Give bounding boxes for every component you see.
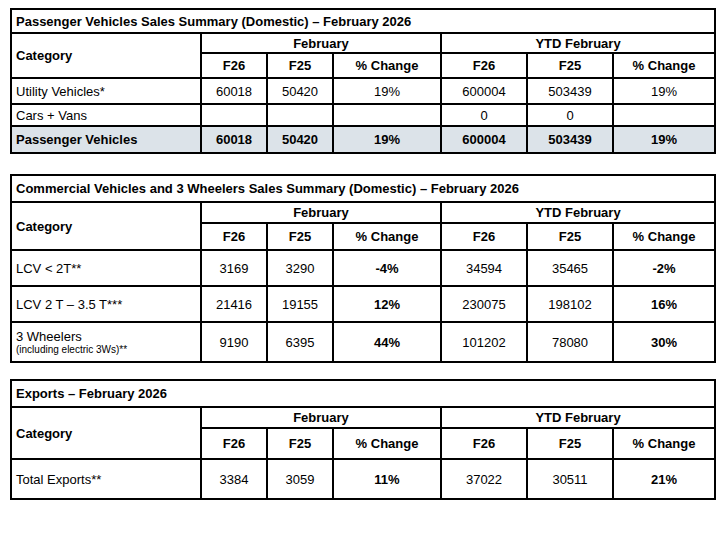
column-header-f25: F25 xyxy=(267,223,333,250)
category-cell: Utility Vehicles* xyxy=(11,78,201,104)
value-cell: 37022 xyxy=(441,459,527,499)
column-header-ytd-pct-change: % Change xyxy=(613,53,715,78)
passenger-vehicles-sales-table: Passenger Vehicles Sales Summary (Domest… xyxy=(10,8,716,154)
value-cell: 3290 xyxy=(267,250,333,286)
value-cell: 19% xyxy=(613,126,715,153)
table-row-lcv-2t-3-5t: LCV 2 T – 3.5 T*** 21416 19155 12% 23007… xyxy=(11,286,715,322)
table-row-3-wheelers: 3 Wheelers (including electric 3Ws)** 91… xyxy=(11,322,715,362)
value-cell: 12% xyxy=(333,286,441,322)
value-cell: 19% xyxy=(333,78,441,104)
value-cell: 9190 xyxy=(201,322,267,362)
commercial-vehicles-sales-table: Commercial Vehicles and 3 Wheelers Sales… xyxy=(10,174,716,363)
table-title-row: Commercial Vehicles and 3 Wheelers Sales… xyxy=(11,175,715,202)
category-column-header: Category xyxy=(11,202,201,250)
group-header-row: Category February YTD February xyxy=(11,407,715,428)
table-row-total-exports: Total Exports** 3384 3059 11% 37022 3051… xyxy=(11,459,715,499)
february-group-header: February xyxy=(201,202,441,223)
value-cell: -2% xyxy=(613,250,715,286)
value-cell: 0 xyxy=(441,104,527,126)
table-row-utility-vehicles: Utility Vehicles* 60018 50420 19% 600004… xyxy=(11,78,715,104)
column-header-f25: F25 xyxy=(267,53,333,78)
column-header-f26: F26 xyxy=(201,223,267,250)
value-cell: 11% xyxy=(333,459,441,499)
column-header-f25: F25 xyxy=(267,428,333,459)
value-cell: 35465 xyxy=(527,250,613,286)
group-header-row: Category February YTD February xyxy=(11,202,715,223)
value-cell: -4% xyxy=(333,250,441,286)
value-cell: 60018 xyxy=(201,126,267,153)
category-column-header: Category xyxy=(11,33,201,78)
value-cell: 30511 xyxy=(527,459,613,499)
value-cell: 78080 xyxy=(527,322,613,362)
table-title-row: Exports – February 2026 xyxy=(11,380,715,407)
column-header-ytd-f26: F26 xyxy=(441,53,527,78)
ytd-february-group-header: YTD February xyxy=(441,202,715,223)
category-cell: 3 Wheelers (including electric 3Ws)** xyxy=(11,322,201,362)
table-row-lcv-under-2t: LCV < 2T** 3169 3290 -4% 34594 35465 -2% xyxy=(11,250,715,286)
document-page: Passenger Vehicles Sales Summary (Domest… xyxy=(0,0,724,540)
column-header-pct-change: % Change xyxy=(333,428,441,459)
value-cell: 3384 xyxy=(201,459,267,499)
column-header-pct-change: % Change xyxy=(333,223,441,250)
ytd-february-group-header: YTD February xyxy=(441,407,715,428)
value-cell: 600004 xyxy=(441,126,527,153)
value-cell: 503439 xyxy=(527,126,613,153)
value-cell: 19% xyxy=(613,78,715,104)
category-label: 3 Wheelers xyxy=(16,330,196,344)
value-cell xyxy=(201,104,267,126)
column-header-ytd-f26: F26 xyxy=(441,428,527,459)
category-footnote: (including electric 3Ws)** xyxy=(16,344,196,355)
value-cell: 30% xyxy=(613,322,715,362)
value-cell xyxy=(333,104,441,126)
column-header-ytd-f25: F25 xyxy=(527,53,613,78)
value-cell: 19155 xyxy=(267,286,333,322)
category-cell: Total Exports** xyxy=(11,459,201,499)
value-cell: 44% xyxy=(333,322,441,362)
february-group-header: February xyxy=(201,407,441,428)
table-row-cars-vans: Cars + Vans 0 0 xyxy=(11,104,715,126)
value-cell: 50420 xyxy=(267,78,333,104)
category-cell: LCV 2 T – 3.5 T*** xyxy=(11,286,201,322)
value-cell: 503439 xyxy=(527,78,613,104)
value-cell: 230075 xyxy=(441,286,527,322)
value-cell: 21% xyxy=(613,459,715,499)
value-cell: 60018 xyxy=(201,78,267,104)
value-cell: 19% xyxy=(333,126,441,153)
category-cell: Cars + Vans xyxy=(11,104,201,126)
table-title: Commercial Vehicles and 3 Wheelers Sales… xyxy=(11,175,715,202)
value-cell: 3169 xyxy=(201,250,267,286)
column-header-ytd-f25: F25 xyxy=(527,223,613,250)
value-cell xyxy=(267,104,333,126)
value-cell: 3059 xyxy=(267,459,333,499)
value-cell: 21416 xyxy=(201,286,267,322)
table-title-row: Passenger Vehicles Sales Summary (Domest… xyxy=(11,9,715,33)
value-cell: 0 xyxy=(527,104,613,126)
column-header-pct-change: % Change xyxy=(333,53,441,78)
value-cell: 34594 xyxy=(441,250,527,286)
column-header-ytd-pct-change: % Change xyxy=(613,223,715,250)
value-cell: 50420 xyxy=(267,126,333,153)
column-header-ytd-pct-change: % Change xyxy=(613,428,715,459)
category-cell: LCV < 2T** xyxy=(11,250,201,286)
group-header-row: Category February YTD February xyxy=(11,33,715,53)
value-cell: 16% xyxy=(613,286,715,322)
value-cell xyxy=(613,104,715,126)
column-header-f26: F26 xyxy=(201,428,267,459)
value-cell: 6395 xyxy=(267,322,333,362)
category-cell: Passenger Vehicles xyxy=(11,126,201,153)
ytd-february-group-header: YTD February xyxy=(441,33,715,53)
february-group-header: February xyxy=(201,33,441,53)
column-header-f26: F26 xyxy=(201,53,267,78)
table-title: Exports – February 2026 xyxy=(11,380,715,407)
category-column-header: Category xyxy=(11,407,201,459)
value-cell: 101202 xyxy=(441,322,527,362)
value-cell: 198102 xyxy=(527,286,613,322)
table-row-passenger-vehicles-total: Passenger Vehicles 60018 50420 19% 60000… xyxy=(11,126,715,153)
table-title: Passenger Vehicles Sales Summary (Domest… xyxy=(11,9,715,33)
column-header-ytd-f26: F26 xyxy=(441,223,527,250)
value-cell: 600004 xyxy=(441,78,527,104)
column-header-ytd-f25: F25 xyxy=(527,428,613,459)
exports-table: Exports – February 2026 Category Februar… xyxy=(10,379,716,500)
